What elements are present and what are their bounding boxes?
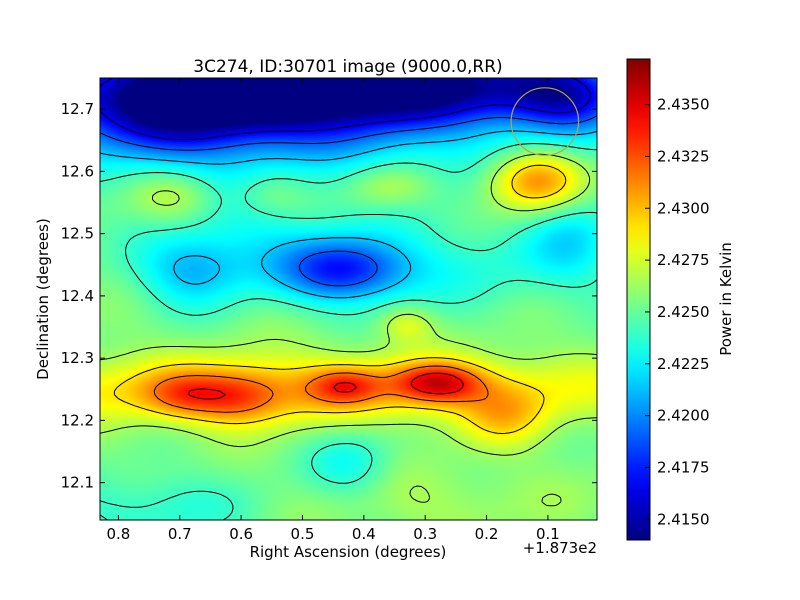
colorbar-tick-label: 2.4300 — [657, 199, 710, 217]
y-tick-label: 12.4 — [61, 287, 94, 305]
colorbar-label: Power in Kelvin — [717, 242, 735, 356]
x-axis-label: Right Ascension (degrees) — [250, 543, 447, 561]
y-axis-label: Declination (degrees) — [34, 218, 52, 380]
y-tick-label: 12.2 — [61, 411, 94, 429]
colorbar-tick-label: 2.4200 — [657, 407, 710, 425]
x-tick-label: 0.6 — [229, 525, 253, 543]
x-axis: 0.8 0.7 0.6 0.5 0.4 0.3 0.2 0.1 — [106, 78, 560, 543]
contour-level-7 — [188, 372, 464, 400]
x-tick-label: 0.7 — [168, 525, 192, 543]
contour-level-5 — [113, 164, 567, 434]
y-axis: 12.1 12.2 12.3 12.4 12.5 12.6 12.7 — [61, 100, 597, 492]
heatmap-surface — [100, 78, 597, 520]
contour-level-0 — [100, 78, 591, 141]
y-tick-label: 12.1 — [61, 474, 94, 492]
contour-level-3 — [100, 143, 597, 520]
plot-frame — [99, 77, 598, 521]
colorbar-frame — [626, 58, 651, 541]
colorbar-tick-label: 2.4275 — [657, 251, 710, 269]
x-tick-label: 0.8 — [106, 525, 130, 543]
contour-level-4 — [100, 153, 597, 507]
colorbar-tick-label: 2.4250 — [657, 303, 710, 321]
y-tick-label: 12.6 — [61, 162, 94, 180]
colorbar — [627, 59, 650, 540]
colorbar-tick-label: 2.4150 — [657, 510, 710, 528]
x-tick-label: 0.1 — [536, 525, 560, 543]
colorbar-tick-label: 2.4350 — [657, 96, 710, 114]
x-tick-label: 0.4 — [352, 525, 376, 543]
contour-level-6 — [153, 365, 489, 413]
contour-lines — [100, 78, 597, 520]
x-tick-label: 0.3 — [413, 525, 437, 543]
y-tick-label: 12.5 — [61, 225, 94, 243]
chart-title: 3C274, ID:30701 image (9000.0,RR) — [193, 57, 502, 77]
y-tick-label: 12.3 — [61, 349, 94, 367]
beam-circle-marker — [510, 87, 580, 156]
colorbar-tick-label: 2.4325 — [657, 147, 710, 165]
colorbar-tick-label: 2.4175 — [657, 458, 710, 476]
x-tick-label: 0.2 — [475, 525, 499, 543]
x-axis-offset-label: +1.873e2 — [523, 539, 597, 557]
y-tick-label: 12.7 — [61, 100, 94, 118]
x-tick-label: 0.5 — [291, 525, 315, 543]
colorbar-ticks: 2.4150 2.4175 2.4200 2.4225 2.4250 2.4275 2.43… — [645, 96, 710, 528]
colorbar-tick-label: 2.4225 — [657, 355, 710, 373]
